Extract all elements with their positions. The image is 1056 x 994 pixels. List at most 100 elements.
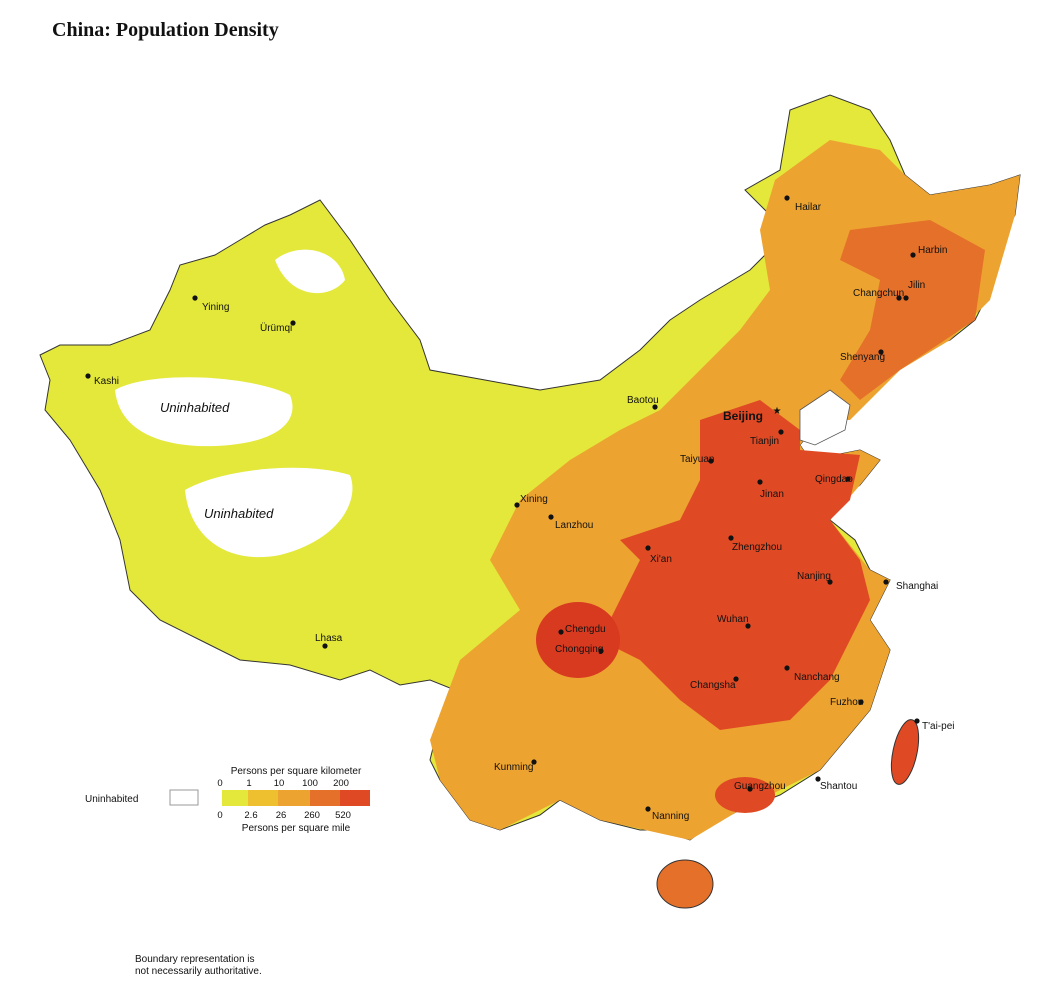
taiwan — [890, 719, 920, 785]
legend: Uninhabited Persons per square kilometer… — [85, 766, 370, 834]
city-dot — [845, 476, 851, 482]
legend-tick: 10 — [274, 778, 285, 789]
city-dot — [733, 676, 739, 682]
legend-title: Persons per square kilometer — [231, 766, 362, 777]
uninhabited-area — [185, 467, 353, 558]
city-dot — [645, 545, 651, 551]
city-dot — [652, 404, 658, 410]
city-label: Chengdu — [565, 624, 606, 635]
legend-tick: 200 — [333, 778, 349, 789]
note: not necessarily authoritative. — [135, 966, 262, 977]
city-label: Xi'an — [650, 554, 672, 565]
city-label: Lanzhou — [555, 520, 593, 531]
legend-swatch — [278, 790, 310, 806]
title: China: Population Density — [52, 19, 279, 41]
legend-tick: 0 — [217, 810, 222, 821]
legend-tick: 1 — [246, 778, 251, 789]
city-dot — [598, 648, 604, 654]
city-dot — [784, 195, 790, 201]
region-label: Uninhabited — [160, 400, 230, 415]
city-dot — [85, 373, 91, 379]
city-label: Wuhan — [717, 614, 749, 625]
city-label: Qingdao — [815, 474, 853, 485]
legend-uninhabited: Uninhabited — [85, 794, 138, 805]
uninhabited-area — [275, 249, 345, 294]
city-label: Shenyang — [840, 352, 885, 363]
legend-tick: 0 — [217, 778, 222, 789]
legend-tick: 260 — [304, 810, 320, 821]
city-label: Chongqing — [555, 644, 603, 655]
city-dot — [878, 349, 884, 355]
legend-tick: 26 — [276, 810, 287, 821]
city-label: Fuzhou — [830, 697, 863, 708]
land-very-dense — [600, 400, 870, 730]
hainan — [656, 859, 714, 909]
legend-tick: 2.6 — [244, 810, 257, 821]
city-dot — [858, 699, 864, 705]
city-dot — [745, 623, 751, 629]
legend-tick: 520 — [335, 810, 351, 821]
city-dot — [914, 718, 920, 724]
uninhabited-area — [115, 377, 293, 447]
city-dot — [883, 579, 889, 585]
city-label: Guangzhou — [734, 781, 786, 792]
capital-star: ★ — [773, 406, 782, 417]
bohai-sea — [799, 389, 851, 446]
legend-tick: 100 — [302, 778, 318, 789]
city-label: Changsha — [690, 680, 736, 691]
city-dot — [827, 579, 833, 585]
city-dot — [548, 514, 554, 520]
city-label: Kashi — [94, 376, 119, 387]
city-label: Harbin — [918, 245, 947, 256]
city-label: Hailar — [795, 202, 822, 213]
city-dot — [708, 458, 714, 464]
city-dot — [192, 295, 198, 301]
note: Boundary representation is — [135, 954, 255, 965]
city-dot — [784, 665, 790, 671]
city-dot — [910, 252, 916, 258]
legend-swatch — [310, 790, 340, 806]
city-label: Shantou — [820, 781, 857, 792]
city-label: Xining — [520, 494, 548, 505]
country — [39, 94, 1021, 909]
city-dot — [514, 502, 520, 508]
city-label: Yining — [202, 302, 229, 313]
legend-swatch — [248, 790, 278, 806]
city-dot — [531, 759, 537, 765]
capital-label: Beijing — [723, 409, 763, 423]
city-label: Lhasa — [315, 633, 343, 644]
legend-swatch — [169, 789, 199, 806]
pearl-delta — [715, 777, 775, 813]
city-label: Jinan — [760, 489, 784, 500]
city-dot — [778, 429, 784, 435]
city-label: Nanjing — [797, 571, 831, 582]
city-dot — [728, 535, 734, 541]
city-label: T'ai-pei — [922, 721, 954, 732]
city-dot — [903, 295, 909, 301]
city-dot — [558, 629, 564, 635]
city-label: Changchun — [853, 288, 904, 299]
land-dense — [840, 220, 985, 400]
labels: Uninhabited Uninhabited ★ Beijing — [160, 400, 782, 521]
city-label: Ürümqi — [260, 322, 292, 334]
legend-swatch — [340, 790, 370, 806]
city-dot — [645, 806, 651, 812]
city-dot — [896, 295, 902, 301]
city-dot — [747, 786, 753, 792]
city-dot — [815, 776, 821, 782]
city-label: Baotou — [627, 395, 659, 406]
legend-swatch — [222, 790, 248, 806]
city-label: Zhengzhou — [732, 542, 782, 553]
city-label: Tianjin — [750, 436, 779, 447]
city-dot — [322, 643, 328, 649]
city-label: Shanghai — [896, 581, 938, 592]
sichuan-basin — [536, 602, 620, 678]
city-label: Nanning — [652, 811, 689, 822]
city-label: Nanchang — [794, 672, 840, 683]
legend-title: Persons per square mile — [242, 823, 351, 834]
city-dot — [757, 479, 763, 485]
city-label: Kunming — [494, 762, 533, 773]
city-dot — [290, 320, 296, 326]
region-label: Uninhabited — [204, 506, 274, 521]
